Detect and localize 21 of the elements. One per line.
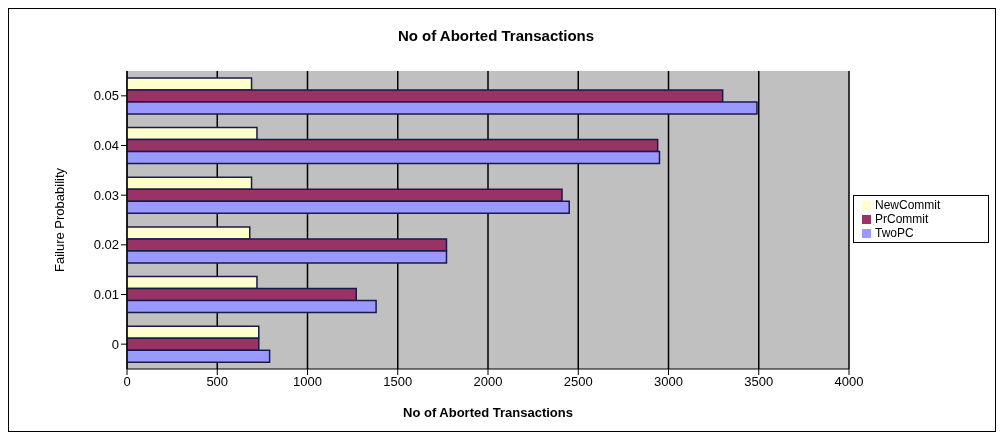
x-tick-label: 4000 <box>834 374 864 390</box>
y-tick-label: 0.05 <box>93 88 119 104</box>
x-tick-label: 0 <box>123 374 131 390</box>
legend-label: PrCommit <box>875 212 929 226</box>
y-tick-label: 0.03 <box>93 187 119 203</box>
y-tick-label: 0.01 <box>93 287 119 303</box>
x-tick-label: 2500 <box>563 374 593 390</box>
x-tick-label: 500 <box>206 374 229 390</box>
legend-label: NewCommit <box>875 198 941 212</box>
x-tick-label: 2000 <box>473 374 503 390</box>
x-axis-title: No of Aborted Transactions <box>403 405 573 420</box>
x-tick-label: 1500 <box>383 374 413 390</box>
legend-label: TwoPC <box>875 226 914 240</box>
y-tick-label: 0.02 <box>93 237 119 253</box>
y-tick-label: 0.04 <box>93 138 119 154</box>
x-tick-label: 3500 <box>744 374 774 390</box>
y-axis-title: Failure Probability <box>51 167 67 273</box>
chart-title: No of Aborted Transactions <box>396 27 596 44</box>
y-tick-label: 0 <box>111 336 119 352</box>
x-tick-label: 3000 <box>654 374 683 390</box>
x-tick-label: 1000 <box>293 374 322 390</box>
